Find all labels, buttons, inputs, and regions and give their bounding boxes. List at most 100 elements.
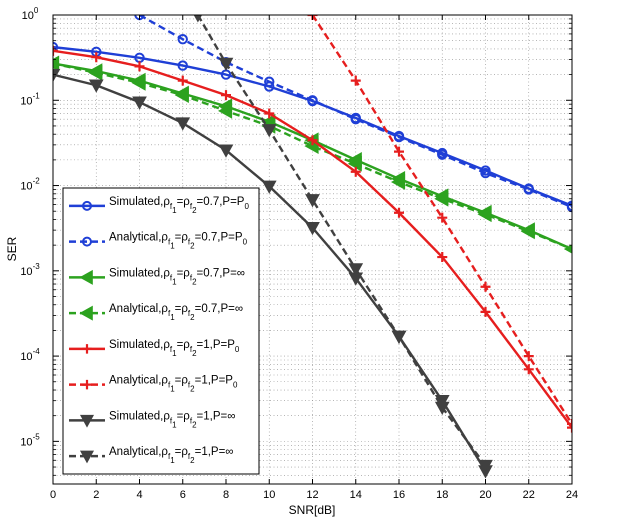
x-tick-label: 20 xyxy=(479,489,491,501)
x-tick-label: 24 xyxy=(566,489,578,501)
legend: Simulated,ρf1=ρf2=0.7,P=P0 Analytical,ρf1… xyxy=(62,187,260,475)
x-tick-label: 4 xyxy=(136,489,142,501)
legend-label: Simulated,ρf1=ρf2=1,P=∞ xyxy=(109,410,235,429)
x-tick-label: 16 xyxy=(393,489,405,501)
data-point xyxy=(53,68,61,83)
series-8 xyxy=(193,15,493,474)
y-tick-label: 10-2 xyxy=(20,177,40,193)
series-line xyxy=(196,15,487,467)
data-point xyxy=(350,75,361,86)
y-tick-label: 10-3 xyxy=(20,262,40,278)
x-tick-label: 6 xyxy=(180,489,186,501)
data-point xyxy=(134,61,145,72)
legend-label: Simulated,ρf1=ρf2=0.7,P=∞ xyxy=(109,267,245,286)
legend-label: Analytical,ρf1=ρf2=1,P=∞ xyxy=(109,446,234,465)
data-point xyxy=(218,57,234,72)
x-tick-label: 2 xyxy=(93,489,99,501)
data-point xyxy=(217,103,233,119)
legend-label: Analytical,ρf1=ρf2=1,P=P0 xyxy=(109,375,238,394)
data-point xyxy=(175,117,191,131)
data-point xyxy=(307,135,318,146)
data-point xyxy=(350,113,361,125)
grid xyxy=(53,15,572,484)
data-point xyxy=(567,422,572,433)
data-point xyxy=(305,194,320,208)
legend-label: Analytical,ρf1=ρf2=0.7,P=∞ xyxy=(109,303,243,322)
axis-ticks: 0 2 4 6 8 10 12 14 16 18 20 22 2410010-110-210-310-4… xyxy=(20,6,578,501)
y-tick-label: 10-4 xyxy=(20,347,40,363)
data-point xyxy=(53,45,58,56)
legend-box xyxy=(62,187,260,475)
data-point xyxy=(394,146,404,157)
data-point xyxy=(177,75,188,86)
data-point xyxy=(434,401,450,415)
data-point xyxy=(221,90,231,101)
data-point xyxy=(437,252,448,263)
data-point xyxy=(563,244,572,254)
series-7 xyxy=(53,68,493,479)
data-point xyxy=(434,190,449,207)
data-point xyxy=(53,55,60,72)
data-point xyxy=(523,351,534,362)
data-point xyxy=(523,184,534,195)
data-point xyxy=(391,330,407,344)
data-point xyxy=(193,15,203,23)
data-point xyxy=(82,379,92,390)
data-point xyxy=(393,131,405,143)
data-point xyxy=(53,41,59,53)
data-point xyxy=(390,174,406,190)
x-tick-label: 10 xyxy=(263,489,275,501)
x-tick-label: 14 xyxy=(350,489,362,501)
x-tick-label: 18 xyxy=(436,489,448,501)
data-point xyxy=(261,124,277,138)
y-tick-label: 10-1 xyxy=(20,91,40,107)
data-point xyxy=(132,96,147,110)
data-point xyxy=(480,281,491,292)
data-point xyxy=(131,75,146,91)
data-point xyxy=(177,60,188,71)
data-point xyxy=(477,206,492,223)
data-point xyxy=(394,207,404,218)
series-5 xyxy=(53,45,572,433)
x-tick-label: 12 xyxy=(306,489,318,501)
data-point xyxy=(264,76,275,87)
data-point xyxy=(79,450,95,464)
data-point xyxy=(91,52,102,63)
legend-label: Simulated,ρf1=ρf2=1,P=P0 xyxy=(109,339,240,358)
data-point xyxy=(480,306,491,317)
data-point xyxy=(174,87,189,103)
data-point xyxy=(82,344,92,354)
data-point xyxy=(88,79,104,93)
data-point xyxy=(218,144,234,158)
x-axis-label: SNR[dB] xyxy=(289,503,336,517)
data-point xyxy=(307,95,318,106)
data-point xyxy=(79,269,93,285)
data-point xyxy=(480,167,491,179)
series-line xyxy=(138,15,572,209)
legend-label: Simulated,ρf1=ρf2=0.7,P=P0 xyxy=(109,196,249,215)
data-point xyxy=(437,212,448,223)
data-point xyxy=(520,223,535,240)
legend-label: Analytical,ρf1=ρf2=0.7,P=P0 xyxy=(109,232,248,251)
data-point xyxy=(88,64,103,81)
data-point xyxy=(79,305,93,321)
data-point xyxy=(261,180,277,194)
x-tick-label: 8 xyxy=(223,489,229,501)
series-2 xyxy=(134,15,572,213)
data-point xyxy=(82,200,92,211)
data-point xyxy=(478,459,493,474)
data-point xyxy=(177,34,188,45)
y-axis-label: SER xyxy=(5,236,19,261)
data-point xyxy=(348,263,364,277)
data-point xyxy=(79,414,95,428)
x-tick-label: 22 xyxy=(523,489,535,501)
data-point xyxy=(82,236,92,247)
data-point xyxy=(264,108,275,119)
y-tick-label: 100 xyxy=(22,6,39,22)
x-tick-label: 0 xyxy=(50,489,56,501)
data-point xyxy=(567,418,572,429)
data-point xyxy=(523,364,534,375)
data-point xyxy=(437,149,448,160)
series-layer xyxy=(53,15,572,479)
